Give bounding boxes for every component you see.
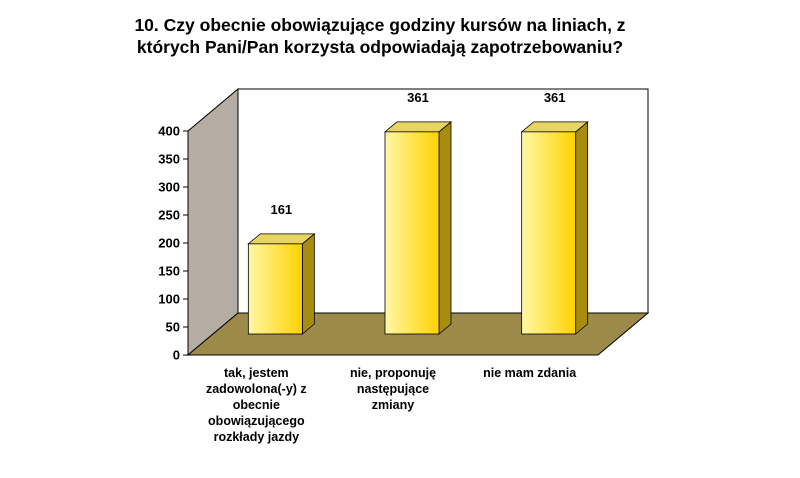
x-tick-label-line: nie mam zdania: [483, 366, 577, 380]
x-tick-label: tak, jestem zadowolona(-y) z obecnie obowią…: [181, 365, 331, 445]
x-tick-label-line: zmiany: [371, 398, 415, 412]
y-tick-label: 150: [158, 264, 180, 279]
bar-front: [521, 131, 577, 335]
data-label: 361: [544, 90, 566, 105]
bar-side: [301, 232, 315, 335]
y-tick-label: 100: [158, 292, 180, 307]
bar-top: [383, 121, 453, 133]
bar-front: [384, 131, 440, 335]
y-tick-label: 0: [173, 348, 180, 363]
bar-side: [575, 120, 589, 335]
chart-title-line-2: których Pani/Pan korzysta odpowiadają za…: [136, 37, 624, 57]
bar-top: [520, 121, 589, 133]
x-tick-label: nie mam zdania: [455, 365, 605, 381]
bar: [247, 232, 316, 335]
bar: [520, 120, 589, 335]
chart-title-line-1: 10. Czy obecnie obowiązujące godziny kur…: [134, 15, 626, 35]
x-tick-label-line: rozkłady jazdy: [213, 430, 300, 444]
x-tick-label-line: tak, jestem: [224, 366, 289, 380]
bar-top: [247, 233, 316, 245]
x-tick-label-line: następujące: [356, 382, 430, 396]
y-tick-label: 50: [166, 320, 180, 335]
x-tick-label: nie, proponuję następujące zmiany: [318, 365, 468, 413]
chart-title: 10. Czy obecnie obowiązujące godziny kur…: [60, 14, 700, 58]
y-tick-label: 250: [158, 208, 180, 223]
bar-side: [438, 120, 452, 335]
side-wall: [187, 87, 239, 357]
x-tick-label-line: obowiązującego: [208, 414, 305, 428]
x-tick-label-line: zadowolona(-y) z: [205, 382, 307, 396]
data-label: 161: [270, 202, 292, 217]
x-tick-label-line: nie, proponuję: [349, 366, 437, 380]
x-tick-label-line: obecnie: [232, 398, 280, 412]
y-tick-label: 400: [158, 124, 180, 139]
bar-front: [247, 243, 303, 335]
y-tick-label: 300: [158, 180, 180, 195]
y-tick-label: 350: [158, 152, 180, 167]
bar: [383, 120, 453, 335]
y-tick-label: 200: [158, 236, 180, 251]
data-label: 361: [407, 90, 429, 105]
